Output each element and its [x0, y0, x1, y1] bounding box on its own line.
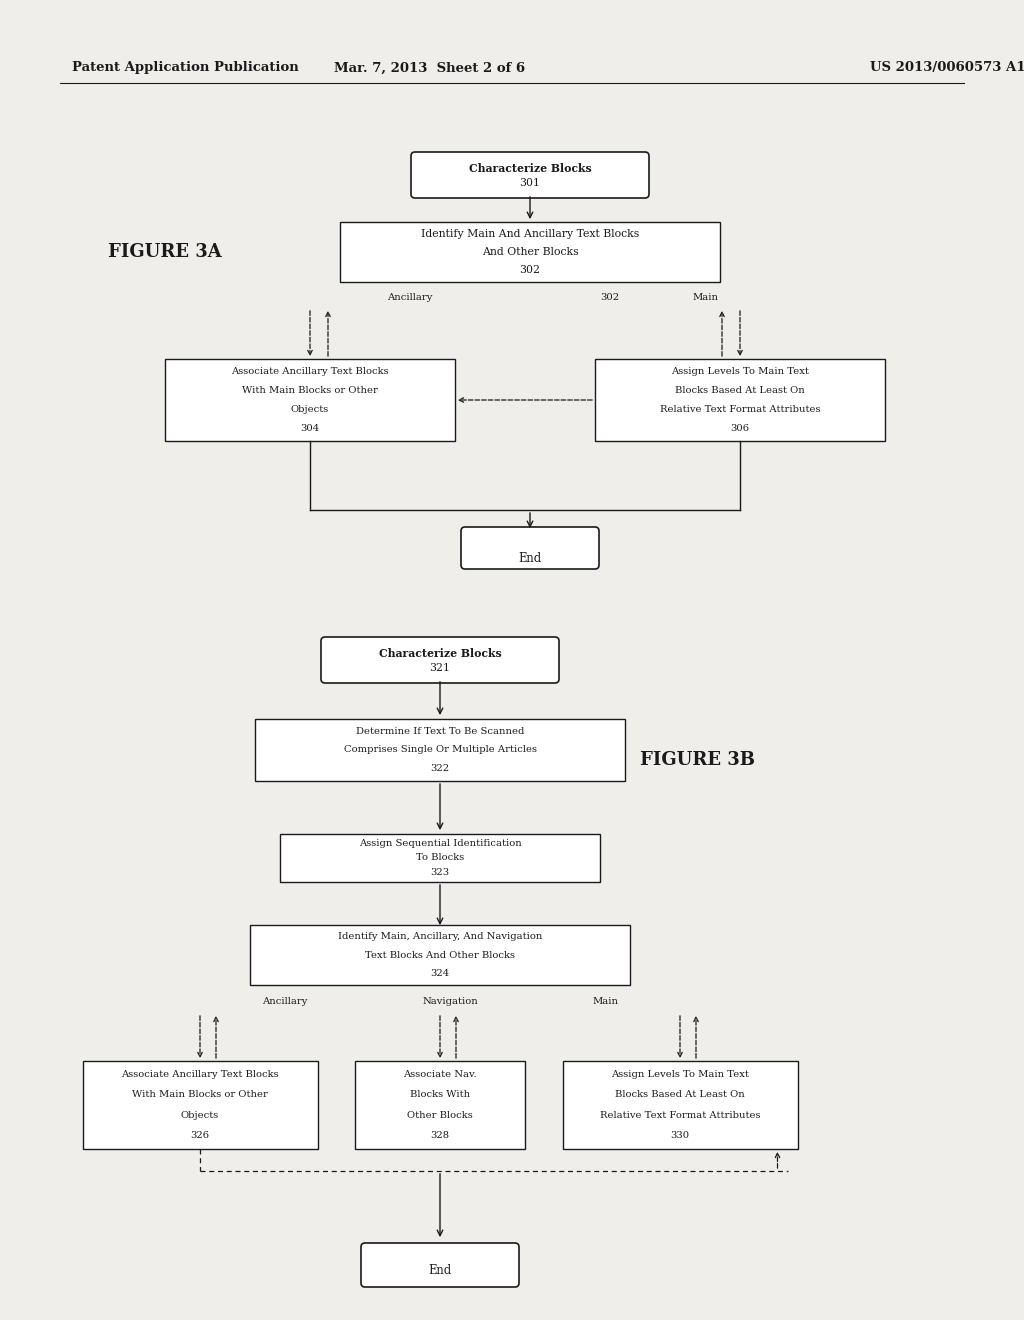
- Bar: [340, 222, 720, 282]
- Text: 301: 301: [519, 178, 541, 189]
- Text: 302: 302: [600, 293, 620, 302]
- Text: Other Blocks: Other Blocks: [408, 1110, 473, 1119]
- Text: Blocks Based At Least On: Blocks Based At Least On: [615, 1090, 744, 1100]
- Bar: [255, 719, 625, 781]
- Text: With Main Blocks or Other: With Main Blocks or Other: [242, 385, 378, 395]
- Text: 328: 328: [430, 1131, 450, 1140]
- Text: Associate Nav.: Associate Nav.: [403, 1069, 477, 1078]
- Text: Associate Ancillary Text Blocks: Associate Ancillary Text Blocks: [231, 367, 389, 376]
- FancyBboxPatch shape: [321, 638, 559, 682]
- Text: Assign Levels To Main Text: Assign Levels To Main Text: [671, 367, 809, 376]
- Text: Objects: Objects: [291, 405, 329, 414]
- Bar: [562, 1061, 798, 1148]
- Text: Characterize Blocks: Characterize Blocks: [379, 648, 502, 659]
- FancyBboxPatch shape: [361, 1243, 519, 1287]
- Bar: [165, 359, 455, 441]
- Text: And Other Blocks: And Other Blocks: [481, 247, 579, 257]
- Text: End: End: [428, 1265, 452, 1278]
- Bar: [250, 925, 630, 985]
- Text: 324: 324: [430, 969, 450, 978]
- Bar: [355, 1061, 525, 1148]
- Text: Comprises Single Or Multiple Articles: Comprises Single Or Multiple Articles: [343, 746, 537, 755]
- Text: Blocks With: Blocks With: [410, 1090, 470, 1100]
- Text: Associate Ancillary Text Blocks: Associate Ancillary Text Blocks: [121, 1069, 279, 1078]
- FancyBboxPatch shape: [411, 152, 649, 198]
- Text: Ancillary: Ancillary: [387, 293, 433, 302]
- Text: With Main Blocks or Other: With Main Blocks or Other: [132, 1090, 268, 1100]
- Text: Characterize Blocks: Characterize Blocks: [469, 162, 592, 174]
- Bar: [595, 359, 885, 441]
- Text: Navigation: Navigation: [422, 997, 478, 1006]
- Text: 326: 326: [190, 1131, 210, 1140]
- Text: FIGURE 3B: FIGURE 3B: [640, 751, 755, 770]
- Text: 323: 323: [430, 869, 450, 876]
- Text: Text Blocks And Other Blocks: Text Blocks And Other Blocks: [365, 950, 515, 960]
- Text: To Blocks: To Blocks: [416, 854, 464, 862]
- Text: 306: 306: [730, 424, 750, 433]
- Text: 330: 330: [671, 1131, 689, 1140]
- FancyBboxPatch shape: [461, 527, 599, 569]
- Bar: [83, 1061, 317, 1148]
- Text: Assign Levels To Main Text: Assign Levels To Main Text: [611, 1069, 749, 1078]
- Text: Objects: Objects: [181, 1110, 219, 1119]
- Text: 322: 322: [430, 764, 450, 774]
- Bar: [280, 834, 600, 882]
- Text: Main: Main: [692, 293, 718, 302]
- Text: Assign Sequential Identification: Assign Sequential Identification: [358, 840, 521, 847]
- Text: Relative Text Format Attributes: Relative Text Format Attributes: [659, 405, 820, 414]
- Text: Patent Application Publication: Patent Application Publication: [72, 62, 299, 74]
- Text: End: End: [518, 552, 542, 565]
- Text: Identify Main, Ancillary, And Navigation: Identify Main, Ancillary, And Navigation: [338, 932, 542, 941]
- Text: US 2013/0060573 A1: US 2013/0060573 A1: [870, 62, 1024, 74]
- Text: Determine If Text To Be Scanned: Determine If Text To Be Scanned: [355, 727, 524, 735]
- Text: FIGURE 3A: FIGURE 3A: [108, 243, 222, 261]
- Text: 302: 302: [519, 265, 541, 275]
- Text: 321: 321: [429, 664, 451, 673]
- Text: 304: 304: [300, 424, 319, 433]
- Text: Mar. 7, 2013  Sheet 2 of 6: Mar. 7, 2013 Sheet 2 of 6: [335, 62, 525, 74]
- Text: Ancillary: Ancillary: [262, 997, 307, 1006]
- Text: Relative Text Format Attributes: Relative Text Format Attributes: [600, 1110, 760, 1119]
- Text: Identify Main And Ancillary Text Blocks: Identify Main And Ancillary Text Blocks: [421, 228, 639, 239]
- Text: Blocks Based At Least On: Blocks Based At Least On: [675, 385, 805, 395]
- Text: Main: Main: [592, 997, 618, 1006]
